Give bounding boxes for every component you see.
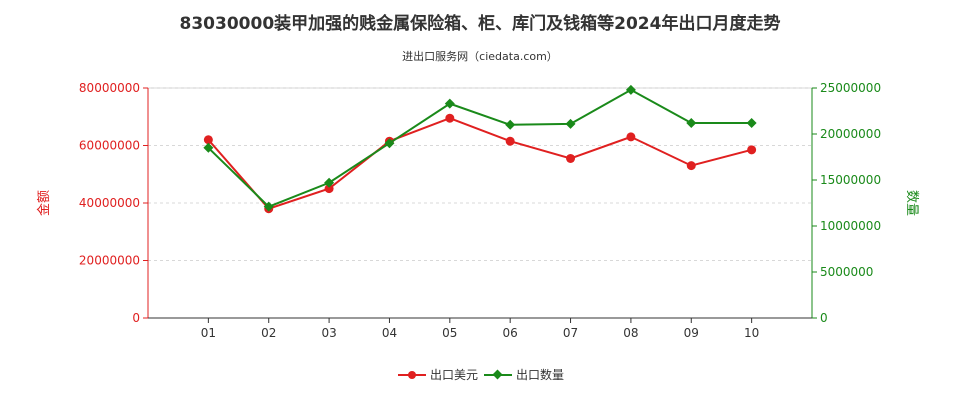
point-export-qty-04 xyxy=(384,138,395,149)
chart-title: 83030000装甲加强的贱金属保险箱、柜、库门及钱箱等2024年出口月度走势 xyxy=(179,14,781,34)
point-export-usd-06 xyxy=(505,136,515,146)
tick-label-x-08: 08 xyxy=(623,326,638,340)
point-export-qty-01 xyxy=(203,142,214,153)
point-export-usd-03 xyxy=(324,184,334,194)
legend-label-export-qty: 出口数量 xyxy=(516,368,565,382)
tick-label-x-05: 05 xyxy=(442,326,457,340)
point-export-qty-02 xyxy=(263,201,274,212)
tick-label-x-07: 07 xyxy=(563,326,578,340)
left-axis-title: 金额 xyxy=(36,190,52,216)
tick-label-right-5: 25000000 xyxy=(820,81,881,95)
legend-item-export-usd[interactable]: 出口美元 xyxy=(398,366,478,383)
tick-label-left-2: 40000000 xyxy=(79,196,140,210)
legend-swatch-export-usd xyxy=(398,370,426,380)
tick-label-x-01: 01 xyxy=(201,326,216,340)
point-export-qty-07 xyxy=(565,118,576,129)
tick-label-x-03: 03 xyxy=(321,326,336,340)
chart-subtitle: 进出口服务网（ciedata.com） xyxy=(402,50,558,63)
tick-label-right-3: 15000000 xyxy=(820,173,881,187)
point-export-usd-09 xyxy=(686,161,696,171)
tick-label-x-06: 06 xyxy=(503,326,518,340)
tick-label-left-1: 20000000 xyxy=(79,254,140,268)
tick-label-x-04: 04 xyxy=(382,326,397,340)
point-export-qty-09 xyxy=(686,117,697,128)
point-export-usd-10 xyxy=(747,145,757,155)
point-export-qty-06 xyxy=(505,119,516,130)
right-axis-title: 数量 xyxy=(904,190,919,216)
chart-legend: 出口美元 出口数量 xyxy=(0,366,960,386)
tick-label-right-0: 0 xyxy=(820,311,828,325)
point-export-usd-08 xyxy=(626,132,636,142)
tick-label-right-1: 5000000 xyxy=(820,265,873,279)
series-line-export-usd xyxy=(207,117,752,210)
point-export-usd-05 xyxy=(445,113,455,123)
tick-label-right-2: 10000000 xyxy=(820,219,881,233)
legend-swatch-export-qty xyxy=(484,369,512,380)
point-export-qty-05 xyxy=(444,98,455,109)
point-export-qty-10 xyxy=(746,117,757,128)
tick-label-x-10: 10 xyxy=(744,326,759,340)
tick-label-x-09: 09 xyxy=(684,326,699,340)
tick-label-left-4: 80000000 xyxy=(79,81,140,95)
point-export-usd-01 xyxy=(203,135,213,145)
tick-label-left-0: 0 xyxy=(132,311,140,325)
tick-label-left-3: 60000000 xyxy=(79,139,140,153)
tick-label-x-02: 02 xyxy=(261,326,276,340)
point-export-qty-08 xyxy=(625,84,636,95)
point-export-qty-03 xyxy=(324,177,335,188)
point-export-usd-07 xyxy=(566,153,576,163)
series-line-export-qty xyxy=(207,88,752,208)
legend-label-export-usd: 出口美元 xyxy=(430,368,479,382)
legend-item-export-qty[interactable]: 出口数量 xyxy=(484,366,564,383)
tick-label-right-4: 20000000 xyxy=(820,127,881,141)
